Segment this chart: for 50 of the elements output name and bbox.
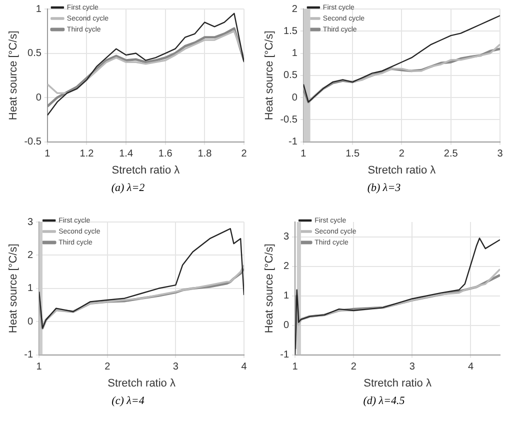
text: (a) λ=2 [110, 182, 146, 194]
y-tick-label: -0.5 [24, 136, 42, 148]
x-axis-title: Stretch ratio λ [112, 164, 180, 176]
x-tick-label: 1.6 [158, 148, 173, 160]
y-tick-label: 1 [28, 283, 34, 294]
y-tick-label: 1.5 [284, 26, 298, 37]
x-tick-label: 3 [172, 362, 179, 373]
y-axis-title: Heat source [°C/s] [264, 30, 276, 120]
y-tick-label: 0.5 [28, 48, 42, 60]
y-tick-label: 0 [28, 316, 34, 328]
x-axis-title: Stretch ratio λ [108, 377, 176, 390]
x-tick-label: 2 [398, 148, 405, 160]
x-tick-label: 2 [104, 362, 111, 373]
y-axis-title: Heat source [°C/s] [8, 30, 20, 120]
y-tick-label: 3 [28, 216, 34, 228]
text: (c) λ=4 [110, 395, 146, 407]
x-tick-label: 1.2 [80, 148, 94, 160]
x-tick-label: 2.5 [444, 148, 458, 160]
x-tick-label: 1.5 [346, 148, 360, 160]
x-tick-label: 1.8 [198, 148, 212, 160]
y-tick-label: 2 [28, 250, 34, 261]
y-tick-label: -1 [288, 136, 298, 148]
text: (b) λ=3 [366, 182, 402, 194]
y-axis-title: Heat source [°C/s] [264, 244, 276, 334]
y-tick-label: 2 [292, 4, 298, 15]
y-tick-label: 3 [284, 232, 290, 243]
y-tick-label: 0 [36, 92, 42, 104]
x-tick-label: 1.4 [119, 148, 134, 160]
x-tick-label: 1 [300, 148, 307, 160]
x-tick-label: 4 [468, 362, 474, 373]
x-tick-label: 2 [241, 148, 248, 160]
x-tick-label: 3 [409, 362, 416, 373]
y-tick-label: 0.5 [284, 70, 298, 82]
y-tick-label: 2 [284, 261, 290, 272]
y-tick-label: 1 [292, 48, 298, 60]
y-tick-label: 0 [284, 320, 290, 332]
y-tick-label: 1 [284, 290, 290, 302]
x-axis-title: Stretch ratio λ [364, 377, 432, 390]
y-tick-label: 0 [292, 92, 298, 104]
y-tick-label: -1 [24, 350, 34, 361]
x-tick-label: 4 [241, 362, 248, 373]
text: (d) λ=4.5 [362, 395, 406, 407]
y-tick-label: -0.5 [280, 114, 298, 126]
y-axis-title: Heat source [°C/s] [8, 244, 20, 334]
y-tick-label: -1 [280, 350, 290, 361]
x-axis-title: Stretch ratio λ [368, 164, 436, 176]
x-tick-label: 1 [44, 148, 51, 160]
x-tick-label: 3 [497, 148, 504, 160]
y-tick-label: 1 [36, 4, 42, 15]
x-tick-label: 2 [350, 362, 357, 373]
